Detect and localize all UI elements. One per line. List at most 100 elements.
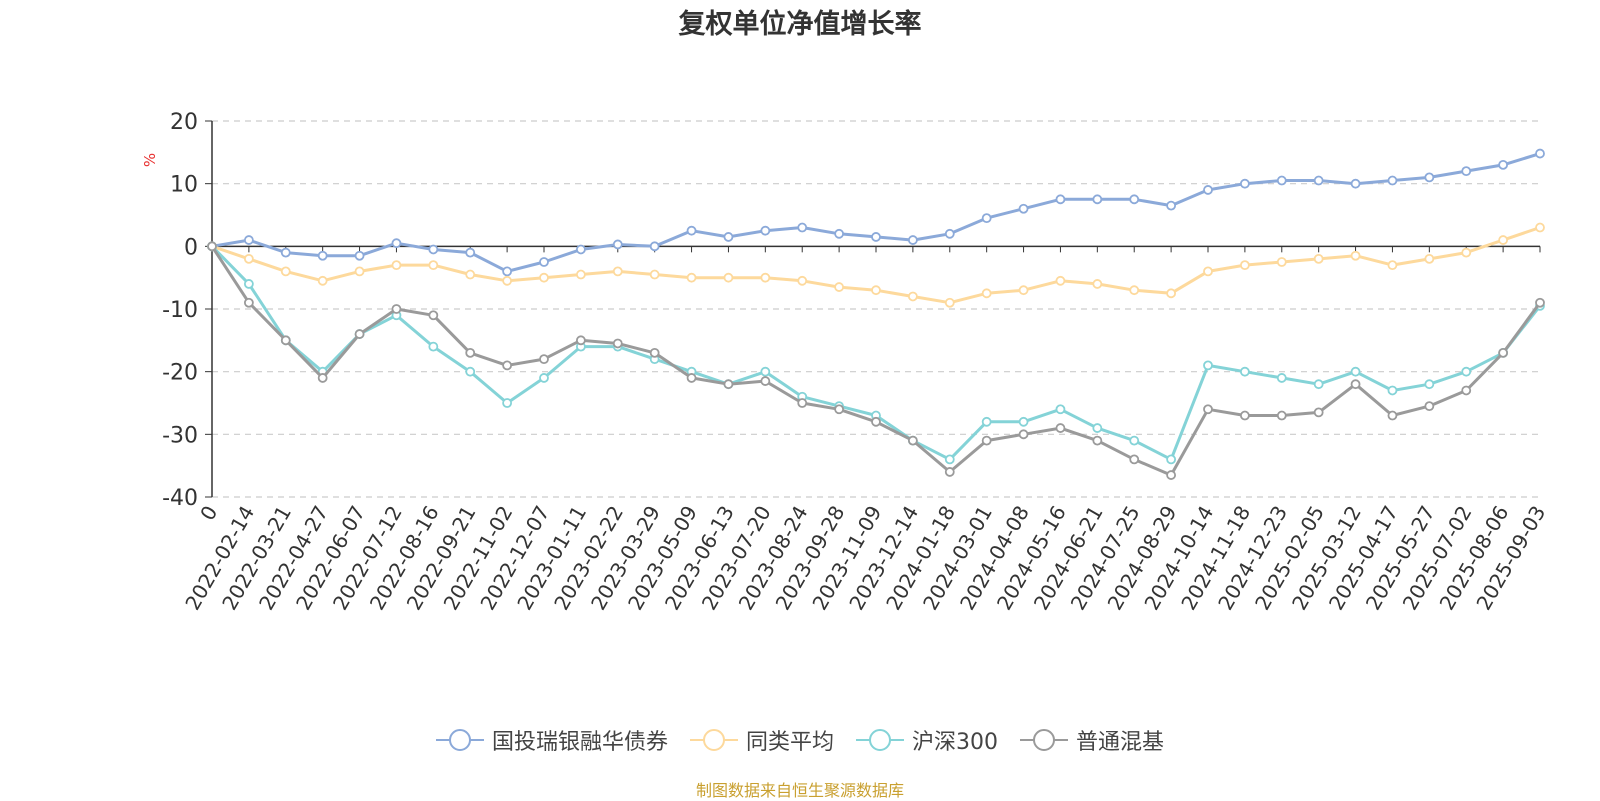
series-point-3 bbox=[243, 297, 254, 308]
series-point-0 bbox=[723, 232, 734, 242]
series-point-3 bbox=[649, 347, 660, 358]
series-point-0 bbox=[1313, 175, 1324, 186]
series-point-1 bbox=[575, 269, 586, 280]
legend-label-0: 国投瑞银融华债券 bbox=[491, 730, 668, 755]
series-point-2 bbox=[1350, 366, 1361, 377]
series-point-1 bbox=[797, 275, 808, 286]
series-point-1 bbox=[1129, 285, 1140, 296]
series-line-0 bbox=[211, 152, 1541, 273]
series-point-3 bbox=[1239, 410, 1250, 421]
series-point-0 bbox=[907, 235, 918, 245]
series-point-3 bbox=[1350, 379, 1361, 390]
series-point-1 bbox=[465, 269, 476, 280]
series-point-2 bbox=[760, 366, 771, 377]
series-point-1 bbox=[1092, 279, 1103, 289]
series-point-0 bbox=[649, 241, 660, 252]
legend-swatch-0 bbox=[435, 729, 484, 751]
series-point-2 bbox=[539, 373, 549, 383]
legend-label-1: 同类平均 bbox=[745, 730, 834, 755]
series-point-1 bbox=[1350, 250, 1361, 261]
series-point-0 bbox=[502, 266, 513, 277]
series-line-2 bbox=[210, 245, 1542, 461]
legend-item-1[interactable]: 同类平均 bbox=[689, 724, 834, 756]
series-point-0 bbox=[871, 232, 881, 242]
series-point-0 bbox=[280, 247, 291, 258]
series-point-3 bbox=[871, 416, 881, 427]
series-point-2 bbox=[243, 279, 254, 289]
series-point-3 bbox=[1461, 385, 1472, 396]
legend-item-0[interactable]: 国投瑞银融华债券 bbox=[435, 724, 668, 756]
series-point-2 bbox=[981, 416, 992, 427]
series-point-1 bbox=[539, 272, 549, 283]
series-point-0 bbox=[317, 250, 328, 261]
series-point-2 bbox=[502, 398, 513, 408]
series-point-1 bbox=[1055, 275, 1066, 286]
series-point-1 bbox=[280, 266, 291, 277]
series-point-3 bbox=[1166, 470, 1177, 480]
series-point-3 bbox=[797, 398, 808, 408]
legend-item-2[interactable]: 沪深300 bbox=[856, 724, 998, 756]
y-tick-label: -20 bbox=[162, 361, 198, 386]
series-point-2 bbox=[1166, 454, 1177, 465]
legend-swatch-2 bbox=[856, 729, 904, 751]
series-point-0 bbox=[1129, 194, 1140, 205]
series-point-0 bbox=[1387, 175, 1398, 186]
legend-label-2: 沪深300 bbox=[912, 730, 998, 755]
series-point-2 bbox=[1276, 373, 1287, 383]
series-point-1 bbox=[243, 253, 254, 264]
series-point-3 bbox=[502, 360, 513, 371]
series-point-1 bbox=[1239, 260, 1250, 271]
series-point-0 bbox=[686, 225, 697, 236]
series-point-0 bbox=[1203, 185, 1213, 195]
series-point-1 bbox=[428, 260, 439, 271]
series-point-0 bbox=[1535, 148, 1545, 159]
y-tick-label: 0 bbox=[184, 235, 198, 260]
series-point-3 bbox=[686, 373, 697, 383]
legend-swatch-1 bbox=[689, 729, 738, 751]
series-point-3 bbox=[981, 435, 992, 446]
series-layer bbox=[207, 148, 1545, 480]
series-point-3 bbox=[465, 347, 476, 358]
series-point-1 bbox=[317, 275, 328, 286]
series-point-1 bbox=[1313, 253, 1324, 264]
grid-layer bbox=[212, 120, 1540, 498]
series-point-1 bbox=[354, 266, 365, 277]
y-axis-unit-label: % bbox=[141, 153, 159, 167]
series-point-3 bbox=[1276, 410, 1287, 421]
series-point-3 bbox=[834, 404, 845, 415]
series-point-2 bbox=[1387, 385, 1398, 396]
series-point-0 bbox=[1166, 200, 1177, 211]
series-point-1 bbox=[1018, 285, 1029, 296]
series-point-1 bbox=[760, 272, 771, 283]
series-point-2 bbox=[1129, 435, 1140, 446]
series-point-0 bbox=[539, 257, 549, 267]
series-point-3 bbox=[575, 335, 586, 346]
legend-item-3[interactable]: 普通混基 bbox=[1020, 724, 1164, 756]
series-point-3 bbox=[1092, 435, 1103, 446]
series-point-2 bbox=[428, 341, 439, 352]
series-point-1 bbox=[1276, 257, 1287, 267]
series-point-3 bbox=[1129, 454, 1140, 465]
series-point-2 bbox=[465, 366, 476, 377]
series-point-1 bbox=[1461, 247, 1472, 258]
series-line-3 bbox=[210, 245, 1542, 477]
series-point-0 bbox=[1498, 159, 1509, 170]
series-point-1 bbox=[1498, 235, 1509, 245]
series-point-1 bbox=[1203, 266, 1213, 277]
series-point-0 bbox=[391, 238, 402, 249]
series-point-1 bbox=[612, 266, 623, 277]
series-point-0 bbox=[428, 244, 439, 255]
series-point-3 bbox=[317, 373, 328, 383]
legend-label-3: 普通混基 bbox=[1076, 730, 1165, 755]
series-point-1 bbox=[981, 288, 992, 299]
series-point-0 bbox=[575, 244, 586, 255]
series-point-0 bbox=[1276, 175, 1287, 186]
series-point-1 bbox=[944, 297, 955, 308]
series-point-0 bbox=[243, 235, 254, 245]
series-point-0 bbox=[1018, 203, 1029, 214]
series-point-3 bbox=[354, 329, 365, 339]
series-point-3 bbox=[1018, 429, 1029, 440]
series-point-3 bbox=[1055, 423, 1066, 433]
series-point-1 bbox=[391, 260, 402, 271]
